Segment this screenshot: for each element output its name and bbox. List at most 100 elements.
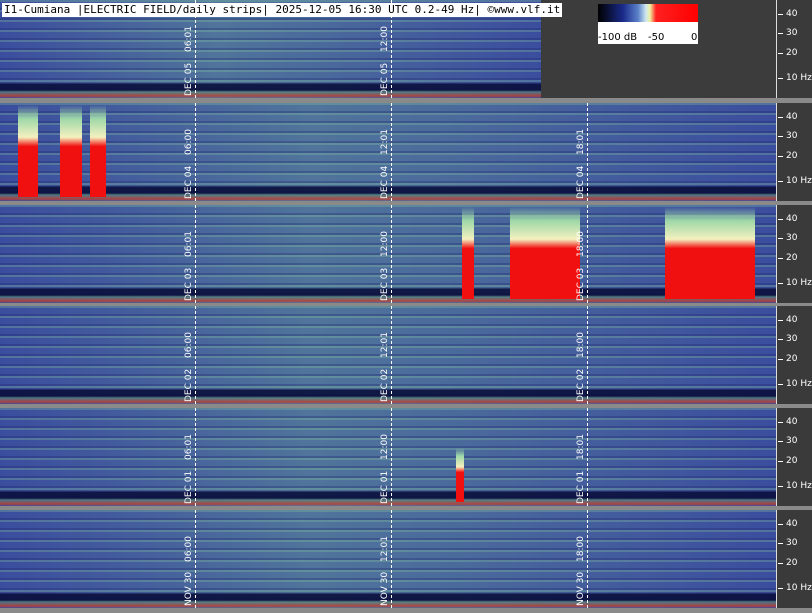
time-marker — [587, 103, 588, 201]
emission-burst — [90, 105, 106, 197]
frequency-label: 20 — [786, 253, 798, 263]
frequency-label: 20 — [786, 151, 798, 161]
frequency-tick — [778, 219, 783, 220]
frequency-label: 10 Hz — [786, 379, 812, 389]
marker-time: 18:00 — [576, 231, 586, 257]
frequency-label: 30 — [786, 28, 798, 38]
marker-time: 18:01 — [576, 129, 586, 155]
time-marker — [391, 510, 392, 608]
spectrogram-strip: 06:00 DEC 04 12:01 DEC 04 18:01 DEC 04 — [0, 103, 776, 201]
time-marker — [195, 205, 196, 303]
marker-time: 06:01 — [184, 434, 194, 460]
frequency-axis: 40 30 20 10 Hz — [776, 408, 812, 506]
emission-burst — [18, 105, 38, 197]
emission-burst — [456, 448, 464, 502]
marker-time: 12:01 — [380, 332, 390, 358]
frequency-label: 30 — [786, 334, 798, 344]
frequency-label: 10 Hz — [786, 481, 812, 491]
spectrogram — [0, 408, 776, 506]
frequency-tick — [778, 283, 783, 284]
marker-time: 18:00 — [576, 536, 586, 562]
marker-date: DEC 05 — [184, 62, 194, 96]
frequency-axis: 40 30 20 10 Hz — [776, 306, 812, 404]
emission-burst — [462, 207, 474, 299]
marker-time: 06:00 — [184, 129, 194, 155]
marker-time: 12:00 — [380, 231, 390, 257]
colorbar-gradient — [598, 4, 698, 22]
marker-time: 12:00 — [380, 26, 390, 52]
marker-date: DEC 03 — [576, 267, 586, 301]
time-marker — [391, 103, 392, 201]
marker-date: DEC 04 — [576, 165, 586, 199]
colorbar-label: -50 — [648, 32, 665, 43]
frequency-tick — [778, 563, 783, 564]
frequency-label: 20 — [786, 456, 798, 466]
frequency-tick — [778, 78, 783, 79]
frequency-label: 30 — [786, 538, 798, 548]
marker-date: DEC 04 — [184, 165, 194, 199]
time-marker — [195, 306, 196, 404]
spectrogram-strip: 06:00 DEC 02 12:01 DEC 02 18:00 DEC 02 — [0, 306, 776, 404]
frequency-label: 10 Hz — [786, 583, 812, 593]
colorbar-label: -100 dB — [598, 32, 638, 43]
frequency-label: 30 — [786, 436, 798, 446]
time-marker — [587, 205, 588, 303]
spectrogram — [0, 103, 776, 201]
marker-date: DEC 03 — [184, 267, 194, 301]
marker-time: 06:00 — [184, 332, 194, 358]
marker-time: 12:00 — [380, 434, 390, 460]
marker-date: DEC 02 — [576, 368, 586, 402]
frequency-tick — [778, 156, 783, 157]
spectrogram — [0, 510, 776, 608]
frequency-tick — [778, 486, 783, 487]
marker-date: DEC 01 — [576, 470, 586, 504]
spectrogram — [0, 306, 776, 404]
frequency-axis: 40 30 20 10 Hz — [776, 103, 812, 201]
frequency-label: 40 — [786, 214, 798, 224]
frequency-tick — [778, 181, 783, 182]
marker-time: 18:01 — [576, 434, 586, 460]
frequency-label: 20 — [786, 354, 798, 364]
marker-date: DEC 05 — [380, 62, 390, 96]
frequency-label: 10 Hz — [786, 176, 812, 186]
marker-time: 06:00 — [184, 536, 194, 562]
time-marker — [391, 0, 392, 98]
frequency-label: 30 — [786, 131, 798, 141]
colorbar-label: 0 — [691, 32, 698, 43]
frequency-axis: 40 30 20 10 Hz — [776, 0, 812, 98]
frequency-tick — [778, 359, 783, 360]
time-marker — [391, 205, 392, 303]
time-marker — [391, 408, 392, 506]
frequency-label: 40 — [786, 417, 798, 427]
frequency-tick — [778, 588, 783, 589]
spectrogram-strip: 06:01 DEC 01 12:00 DEC 01 18:01 DEC 01 — [0, 408, 776, 506]
emission-burst — [60, 105, 82, 197]
time-marker — [587, 306, 588, 404]
emission-burst — [665, 207, 755, 299]
frequency-tick — [778, 33, 783, 34]
frequency-tick — [778, 384, 783, 385]
frequency-label: 20 — [786, 558, 798, 568]
frequency-label: 40 — [786, 112, 798, 122]
frequency-tick — [778, 441, 783, 442]
marker-time: 18:00 — [576, 332, 586, 358]
time-marker — [195, 408, 196, 506]
frequency-tick — [778, 461, 783, 462]
frequency-tick — [778, 339, 783, 340]
frequency-tick — [778, 543, 783, 544]
frequency-label: 10 Hz — [786, 73, 812, 83]
frequency-tick — [778, 136, 783, 137]
frequency-tick — [778, 117, 783, 118]
frequency-label: 40 — [786, 9, 798, 19]
marker-date: DEC 02 — [380, 368, 390, 402]
time-marker — [195, 103, 196, 201]
frequency-label: 20 — [786, 48, 798, 58]
marker-time: 12:01 — [380, 536, 390, 562]
spectrogram — [0, 205, 776, 303]
marker-date: NOV 30 — [184, 571, 194, 606]
marker-date: DEC 01 — [380, 470, 390, 504]
marker-date: NOV 30 — [380, 571, 390, 606]
marker-time: 06:01 — [184, 26, 194, 52]
time-marker — [587, 510, 588, 608]
